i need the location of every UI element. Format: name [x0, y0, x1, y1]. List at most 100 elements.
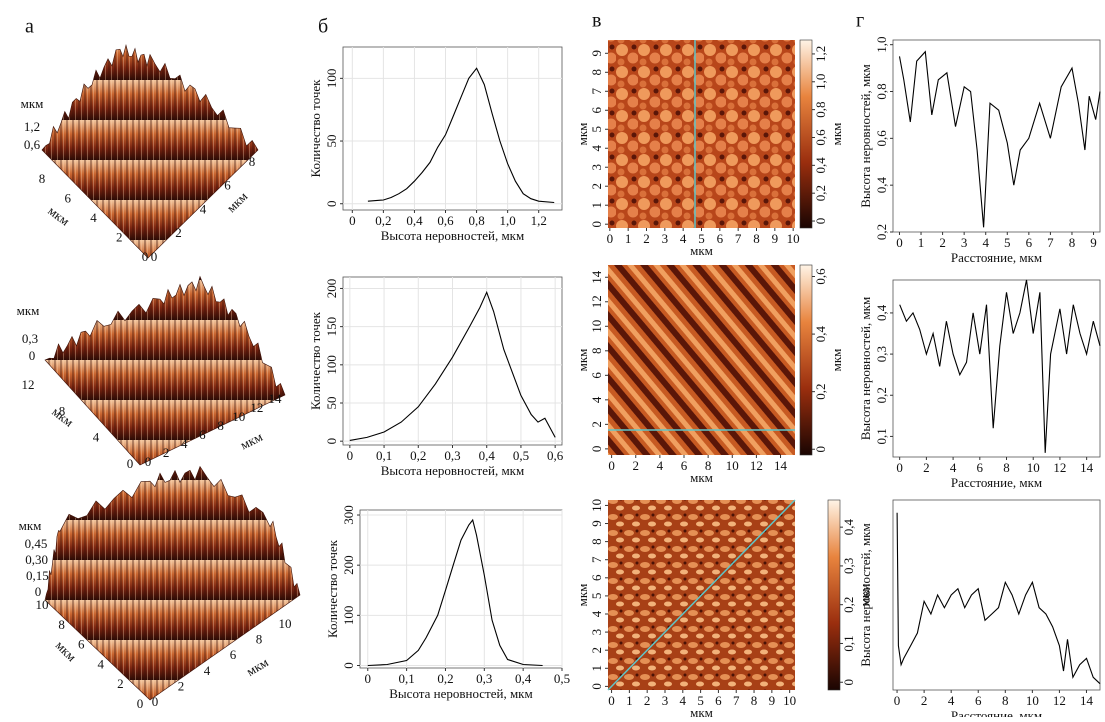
plot-frame — [892, 39, 1101, 233]
z-tick-label: 0 — [29, 348, 36, 363]
x-axis-label: Расстояние, мкм — [951, 708, 1042, 717]
y-tick-label: 2 — [589, 647, 604, 654]
y-tick-label: 300 — [341, 505, 356, 525]
x-tick-label: 7 — [735, 231, 742, 246]
x-tick-label: 0 — [896, 460, 903, 475]
colorbar-tick-label: 0,3 — [841, 558, 856, 574]
x-tick-label: 2 — [632, 458, 639, 473]
colorbar — [827, 499, 841, 691]
x-tick-label: 4 — [680, 231, 687, 246]
x-tick-label: 9 — [772, 231, 779, 246]
x-tick-label: 2 — [644, 693, 651, 708]
axis-tick-label: 2 — [175, 225, 182, 240]
axis-tick-label: 2 — [116, 229, 123, 244]
x-tick-label: 10 — [787, 231, 800, 246]
y-tick-label: 100 — [324, 355, 339, 375]
z-tick-label: 0,45 — [25, 536, 48, 551]
x-tick-label: 0 — [365, 671, 372, 686]
x-tick-label: 0,6 — [437, 213, 454, 228]
data-line — [898, 50, 1101, 228]
axis-tick-label: 8 — [59, 403, 66, 418]
x-tick-label: 10 — [726, 458, 739, 473]
y-tick-label: 9 — [589, 520, 604, 527]
z-tick-label: 1,2 — [24, 119, 40, 134]
x-tick-label: 0,8 — [468, 213, 484, 228]
x-tick-label: 6 — [681, 458, 688, 473]
x-tick-label: 0,3 — [476, 671, 492, 686]
y-tick-label: 0 — [589, 446, 604, 453]
y-axis-label: мкм — [575, 349, 590, 372]
y-tick-label: 9 — [589, 50, 604, 57]
x-tick-label: 0,1 — [376, 448, 392, 463]
z-tick-label: 0,15 — [26, 568, 49, 583]
x-tick-label: 2 — [643, 231, 650, 246]
panel-label: в — [592, 10, 601, 32]
x-tick-label: 0,5 — [513, 448, 529, 463]
colorbar-tick-label: 0,2 — [813, 384, 828, 400]
x-tick-label: 14 — [774, 458, 788, 473]
y-tick-label: 150 — [324, 317, 339, 337]
colorbar-tick-label: 0,1 — [841, 635, 856, 651]
data-line — [349, 290, 556, 441]
y-tick-label: 0,1 — [874, 428, 889, 444]
axis-tick-label: 6 — [78, 637, 85, 652]
y-tick-label: 2 — [589, 183, 604, 190]
x-tick-label: 8 — [1069, 235, 1076, 250]
y-tick-label: 0 — [341, 662, 356, 669]
x-tick-label: 12 — [1053, 693, 1066, 708]
x-tick-label: 8 — [751, 693, 758, 708]
y-tick-label: 12 — [589, 295, 604, 308]
x-tick-label: 0 — [349, 213, 356, 228]
y-tick-label: 8 — [589, 348, 604, 355]
y-tick-label: 3 — [589, 629, 604, 636]
x-tick-label: 8 — [705, 458, 712, 473]
y-tick-label: 0,6 — [874, 130, 889, 147]
z-tick-label: 0 — [35, 584, 42, 599]
y-tick-label: 6 — [589, 574, 604, 581]
x-tick-label: 14 — [1080, 460, 1094, 475]
afm-map — [608, 265, 795, 455]
x-tick-label: 8 — [1003, 460, 1010, 475]
x-tick-label: 0,2 — [375, 213, 391, 228]
x-tick-label: 0 — [608, 458, 615, 473]
x-tick-label: 4 — [982, 235, 989, 250]
axis-tick-label: 4 — [200, 201, 207, 216]
x-tick-label: 0,1 — [398, 671, 414, 686]
axis-tick-label: 0 — [145, 454, 152, 469]
x-tick-label: 8 — [753, 231, 760, 246]
x-tick-label: 9 — [769, 693, 776, 708]
x-tick-label: 0 — [347, 448, 354, 463]
axis-tick-label: 0 — [152, 694, 159, 709]
y-axis-label: Высота неровностей, мкм — [858, 297, 873, 440]
y-tick-label: 1 — [589, 202, 604, 209]
x-tick-label: 7 — [733, 693, 740, 708]
x-tick-label: 6 — [715, 693, 722, 708]
y-tick-label: 8 — [589, 69, 604, 76]
plot-frame — [342, 46, 563, 211]
y-tick-label: 7 — [589, 556, 604, 563]
axis-tick-label: 10 — [36, 597, 49, 612]
x-axis-label: Расстояние, мкм — [951, 475, 1042, 490]
y-axis-label: Количество точек — [308, 79, 323, 178]
colorbar-tick-label: 0,8 — [813, 102, 828, 118]
colorbar-tick-label: 1,2 — [813, 46, 828, 62]
axis-tick-label: 2 — [178, 678, 185, 693]
x-tick-label: 2 — [939, 235, 946, 250]
panel-label: а — [25, 16, 34, 38]
x-tick-label: 0 — [608, 693, 615, 708]
y-axis-label: Количество точек — [325, 539, 340, 638]
x-axis-label: Расстояние, мкм — [951, 250, 1042, 265]
data-line — [899, 279, 1101, 453]
y-tick-label: 3 — [589, 164, 604, 171]
y-axis-label: Количество точек — [308, 311, 323, 410]
x-tick-label: 3 — [662, 231, 669, 246]
x-tick-label: 4 — [950, 460, 957, 475]
y-tick-label: 0 — [589, 221, 604, 228]
x-tick-label: 5 — [698, 231, 705, 246]
x-tick-label: 6 — [1026, 235, 1033, 250]
y-tick-label: 7 — [589, 88, 604, 95]
colorbar-tick-label: 0 — [841, 679, 856, 686]
y-tick-label: 8 — [589, 538, 604, 545]
colorbar — [799, 264, 813, 456]
plot-frame — [359, 509, 563, 669]
